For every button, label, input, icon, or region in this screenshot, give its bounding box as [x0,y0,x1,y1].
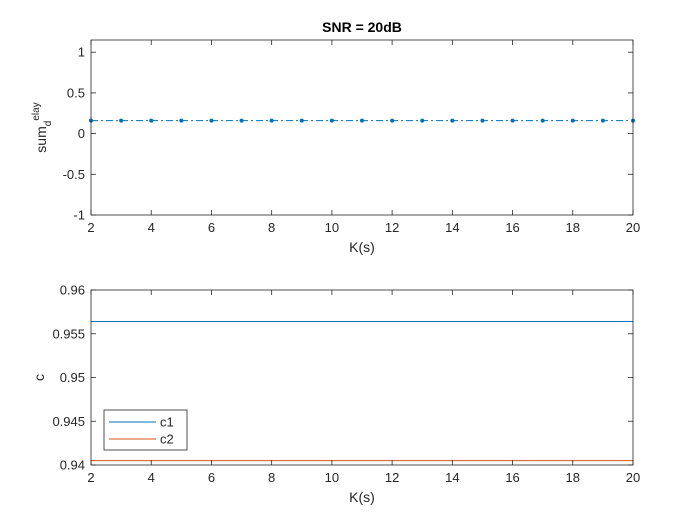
subplot-1-x-tick-label: 14 [445,220,459,235]
subplot-1-title: SNR = 20dB [322,19,402,35]
subplot-1-series-1-point [480,118,485,123]
subplot-2-y-tick-label: 0.95 [60,370,85,385]
subplot-1-y-tick-label: 1 [78,45,85,60]
subplot-2-x-axis-label: K(s) [349,489,375,505]
subplot-1-x-axis-label: K(s) [349,239,375,255]
subplot-1-x-tick-label: 16 [505,220,519,235]
subplot-2-x-tick-label: 18 [566,470,580,485]
subplot-1-x-tick-label: 12 [385,220,399,235]
subplot-1-y-axis-label-subscript: d [43,121,54,127]
subplot-1-y-tick-label: -0.5 [63,167,85,182]
subplot-1-series-1-point [600,118,605,123]
subplot-1-x-tick-label: 8 [268,220,275,235]
subplot-1-series-1-point [570,118,575,123]
subplot-1-series-1-point [329,118,334,123]
subplot-2-y-tick-label: 0.96 [60,283,85,298]
subplot-1-series-1-point [149,118,154,123]
subplot-1-series-1-point [510,118,515,123]
subplot-2-y-tick-label: 0.955 [52,326,85,341]
subplot-1-axes-box [90,39,634,216]
subplot-2: 2 4 6 8 10 12 14 16 18 20 0.94 0.945 0.95 0.955 0.96 K(… [31,283,640,506]
subplot-1-series-1-point [390,118,395,123]
subplot-1-y-axis-label-base: sum [33,126,49,152]
subplot-1-series-1-point [420,118,425,123]
subplot-2-y-tick-label: 0.94 [60,458,85,473]
subplot-1-x-tick-label: 18 [566,220,580,235]
subplot-1-y-tick-label: 0.5 [67,85,85,100]
subplot-1-x-tick-label: 10 [325,220,339,235]
subplot-2-x-tick-label: 16 [505,470,519,485]
subplot-2-x-tick-label: 8 [268,470,275,485]
subplot-2-y-tick-label: 0.945 [52,414,85,429]
subplot-1-y-axis-label-superscript: elay [31,102,42,120]
subplot-1-series-1-point [119,118,124,123]
subplot-2-x-tick-label: 14 [445,470,459,485]
subplot-2-x-tick-label: 12 [385,470,399,485]
subplot-2-x-tick-label: 20 [626,470,640,485]
subplot-2-x-tick-label: 4 [148,470,155,485]
subplot-1-series-1-point [540,118,545,123]
subplot-2-legend-label-c1: c1 [160,415,174,430]
subplot-1-plot-area [91,40,633,215]
subplot-1-y-tick-label: 0 [78,126,85,141]
subplot-2-x-tick-label: 6 [208,470,215,485]
subplot-2-legend-box [103,409,188,451]
subplot-1-x-tick-label: 20 [626,220,640,235]
subplot-1-x-tick-label: 6 [208,220,215,235]
subplot-1-x-tick-label: 2 [87,220,94,235]
subplot-2-series-group [91,321,633,462]
subplot-1-x-tick-label: 4 [148,220,155,235]
subplot-2-y-axis-label: c [31,374,47,381]
subplot-1-series-1-point [360,118,364,123]
subplot-2-x-tick-label: 2 [87,470,94,485]
subplot-1-y-tick-label: -1 [73,208,85,223]
subplot-1-series-1-point [209,118,214,123]
subplot-1-series-1-point [179,118,184,123]
subplot-2-x-tick-label: 10 [325,470,339,485]
subplot-1-series-1-point [450,118,455,123]
subplot-1-series-group [89,118,635,123]
subplot-1-y-axis-label: sumdelay [31,102,54,152]
subplot-1: 2 4 6 8 10 12 14 16 18 20 -1 -0.5 0 0.5 1 K(s) sumdelay S… [31,19,640,255]
subplot-1-series-1-point [239,118,244,123]
subplot-1-series-1-point [299,118,304,123]
subplot-2-legend-label-c2: c2 [160,432,174,447]
subplot-1-series-1-point [269,118,274,123]
